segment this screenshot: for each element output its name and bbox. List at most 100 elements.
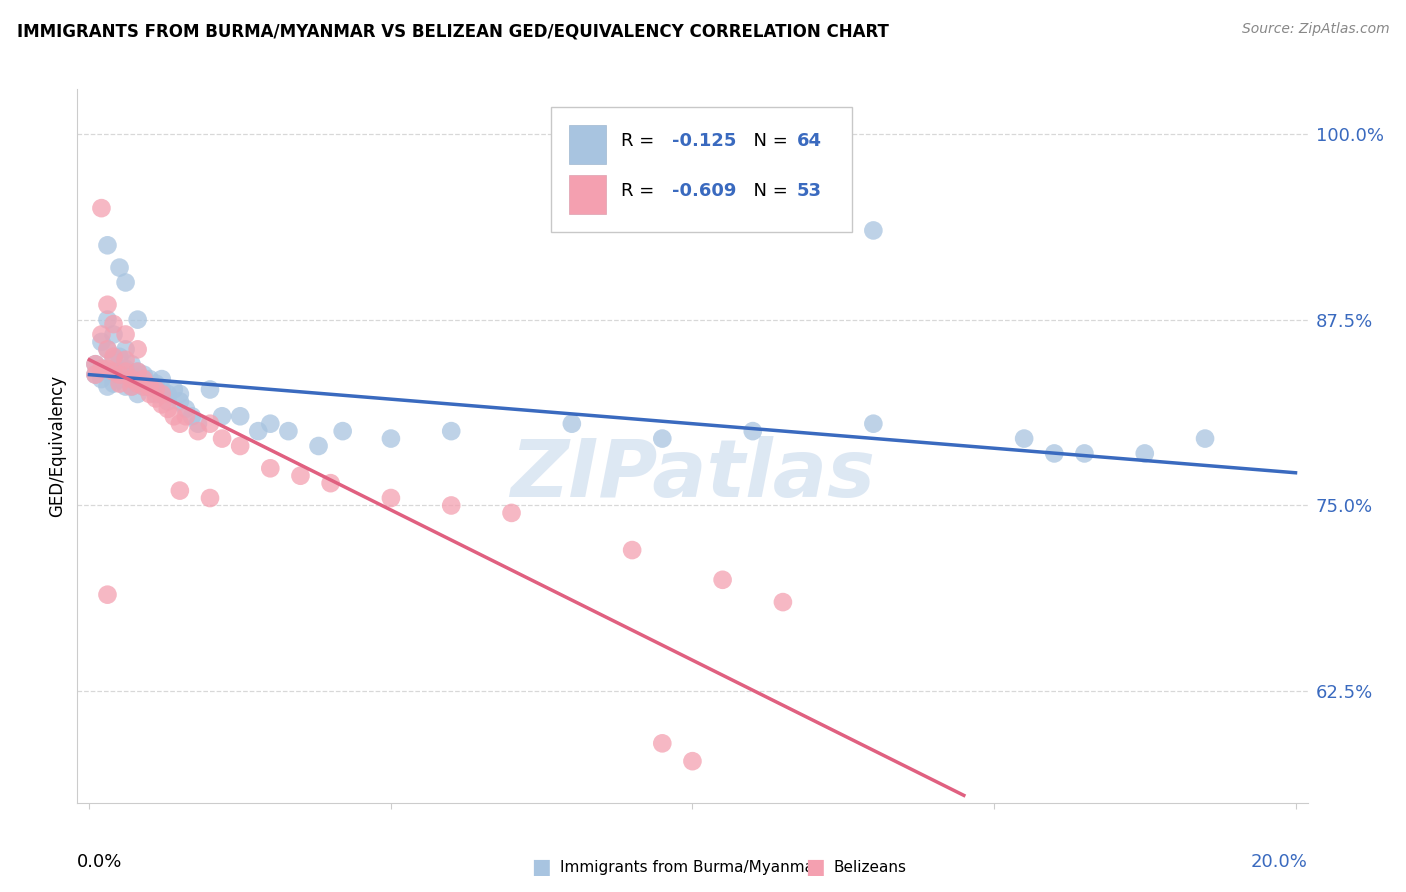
FancyBboxPatch shape (569, 175, 606, 214)
Point (651, 432, 673, 446)
Point (621, 543, 644, 558)
Text: 20.0%: 20.0% (1251, 853, 1308, 871)
FancyBboxPatch shape (569, 125, 606, 164)
Point (187, 424, 209, 438)
Point (90, 361, 112, 376)
Point (96, 379, 118, 393)
Point (156, 387, 179, 401)
Point (84, 357, 107, 371)
Point (150, 387, 173, 401)
Point (169, 387, 191, 401)
Point (772, 595, 794, 609)
Point (103, 376, 125, 391)
Point (561, 417, 583, 431)
Point (682, 754, 704, 768)
Point (103, 327, 125, 342)
Point (121, 379, 143, 393)
Point (156, 401, 179, 416)
Point (114, 361, 136, 376)
Point (150, 383, 173, 397)
Point (163, 383, 186, 397)
Point (108, 260, 131, 275)
Point (741, 424, 763, 438)
Point (711, 573, 734, 587)
Point (90, 334, 112, 349)
Text: Belizeans: Belizeans (834, 860, 907, 874)
Point (138, 379, 160, 393)
Point (651, 736, 673, 750)
Text: 53: 53 (797, 182, 823, 200)
Text: IMMIGRANTS FROM BURMA/MYANMAR VS BELIZEAN GED/EQUIVALENCY CORRELATION CHART: IMMIGRANTS FROM BURMA/MYANMAR VS BELIZEA… (17, 22, 889, 40)
Point (121, 368, 143, 382)
Point (156, 394, 179, 409)
Point (1012, 432, 1035, 446)
Point (108, 372, 131, 386)
Text: ■: ■ (531, 857, 551, 877)
Point (169, 394, 191, 409)
Point (198, 491, 221, 505)
Point (114, 276, 136, 290)
Text: R =: R = (621, 182, 659, 200)
Point (1194, 432, 1216, 446)
Point (114, 327, 136, 342)
Point (108, 376, 131, 391)
Text: -0.609: -0.609 (672, 182, 735, 200)
Point (96, 343, 118, 357)
Point (332, 424, 354, 438)
Point (121, 372, 143, 386)
Point (174, 401, 197, 416)
Text: 64: 64 (797, 132, 823, 150)
Point (90, 327, 112, 342)
Text: Source: ZipAtlas.com: Source: ZipAtlas.com (1241, 22, 1389, 37)
Point (138, 379, 160, 393)
Point (501, 506, 523, 520)
Point (132, 379, 155, 393)
Point (103, 350, 125, 364)
Point (108, 368, 131, 382)
Text: 0.0%: 0.0% (77, 853, 122, 871)
Text: -0.125: -0.125 (672, 132, 735, 150)
Point (96, 343, 118, 357)
Point (247, 424, 270, 438)
Point (198, 383, 221, 397)
Point (163, 409, 186, 424)
Point (138, 379, 160, 393)
Point (138, 387, 160, 401)
Point (259, 417, 281, 431)
Point (211, 432, 233, 446)
Point (127, 387, 149, 401)
Point (187, 417, 209, 431)
Point (121, 357, 143, 371)
Point (108, 350, 131, 364)
Point (108, 365, 131, 379)
Point (1073, 446, 1095, 460)
Point (103, 365, 125, 379)
Point (145, 392, 167, 406)
Point (211, 409, 233, 424)
Point (319, 476, 342, 491)
Point (84, 368, 107, 382)
Point (259, 461, 281, 475)
Text: ZIPatlas: ZIPatlas (510, 435, 875, 514)
Point (145, 387, 167, 401)
Point (150, 397, 173, 411)
Point (127, 376, 149, 391)
Point (114, 365, 136, 379)
Point (127, 376, 149, 391)
Point (277, 424, 299, 438)
Point (96, 312, 118, 326)
Point (150, 372, 173, 386)
Point (132, 368, 155, 382)
Point (114, 343, 136, 357)
Point (132, 379, 155, 393)
Text: R =: R = (621, 132, 659, 150)
Text: N =: N = (742, 182, 793, 200)
Point (862, 223, 884, 237)
Text: Immigrants from Burma/Myanmar: Immigrants from Burma/Myanmar (560, 860, 820, 874)
Point (180, 409, 202, 424)
Point (90, 361, 112, 376)
Point (145, 376, 167, 391)
Point (96, 588, 118, 602)
Point (169, 483, 191, 498)
Point (90, 201, 112, 215)
